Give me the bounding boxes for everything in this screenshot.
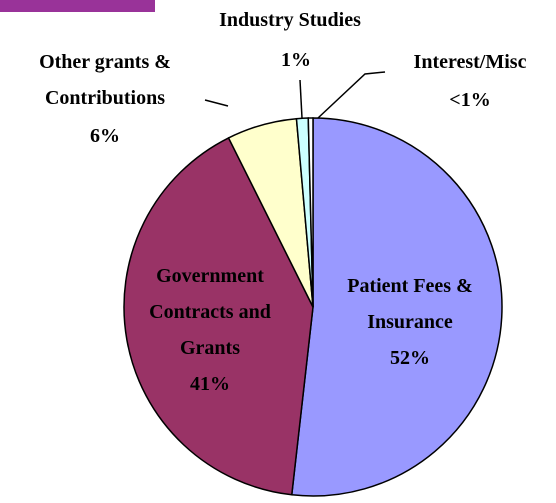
percent-label: 6%	[90, 125, 120, 147]
pie-slice	[307, 117, 314, 308]
percent-label: 41%	[190, 373, 230, 395]
slice-label: Interest/Misc	[413, 51, 527, 73]
percent-label: 52%	[390, 347, 430, 369]
percent-label: <1%	[449, 89, 491, 111]
slice-label: Patient Fees & Insurance	[347, 275, 473, 333]
leader-line	[299, 79, 303, 119]
leader-line	[204, 99, 229, 107]
slice-label: Industry Studies	[219, 9, 361, 31]
slice-label: Other grants & Contributions	[39, 51, 171, 109]
header-bar	[0, 0, 155, 12]
slice-label: Government Contracts and Grants	[149, 265, 271, 359]
slices	[123, 117, 503, 497]
pie-slice	[123, 136, 314, 496]
percent-label: 1%	[281, 49, 311, 71]
pie-slice	[290, 117, 503, 497]
leader-line	[317, 71, 386, 119]
